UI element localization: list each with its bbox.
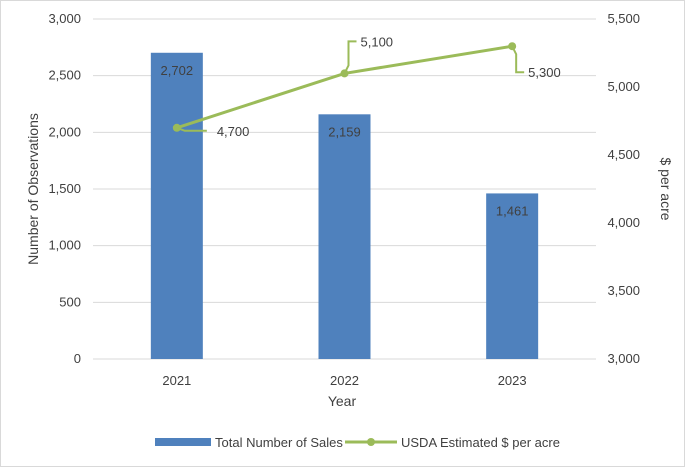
y2-tick-label: 4,500 (607, 147, 640, 162)
x-axis-ticks: 2021 2022 2023 (162, 373, 526, 388)
right-axis-ticks: 3,000 3,500 4,000 4,500 5,000 5,500 (607, 11, 640, 366)
callout-leader (176, 126, 207, 132)
y2-tick-label: 3,000 (607, 351, 640, 366)
bar-series (150, 52, 539, 360)
line-data-label: 5,300 (528, 65, 561, 80)
bar (150, 52, 203, 359)
legend-swatch-bar (155, 438, 211, 446)
legend-label-line: USDA Estimated $ per acre (401, 435, 560, 450)
bar-data-label: 1,461 (496, 203, 529, 218)
legend-swatch-marker (367, 438, 375, 446)
line-data-label: 4,700 (217, 124, 250, 139)
y2-tick-label: 5,500 (607, 11, 640, 26)
y-axis-title: Number of Observations (25, 113, 41, 265)
bar-data-label: 2,702 (161, 63, 194, 78)
y2-axis-title: $ per acre (658, 157, 674, 220)
y-tick-label: 3,000 (48, 11, 81, 26)
y2-tick-label: 3,500 (607, 283, 640, 298)
x-axis-title: Year (328, 393, 357, 409)
data-labels: 2,702 2,159 1,461 4,700 5,100 5,300 (161, 34, 561, 218)
left-axis-ticks: 0 500 1,000 1,500 2,000 2,500 3,000 (48, 11, 81, 366)
line-data-label: 5,100 (361, 34, 394, 49)
y2-tick-label: 4,000 (607, 215, 640, 230)
y-tick-label: 1,000 (48, 238, 81, 253)
bar (318, 114, 371, 360)
y-tick-label: 2,500 (48, 68, 81, 83)
x-tick-label: 2023 (498, 373, 527, 388)
callout-leader (343, 40, 357, 74)
x-tick-label: 2022 (330, 373, 359, 388)
y-tick-label: 2,000 (48, 124, 81, 139)
bar (486, 193, 539, 359)
bar-data-label: 2,159 (328, 124, 361, 139)
legend: Total Number of Sales USDA Estimated $ p… (155, 435, 560, 450)
y-tick-label: 0 (74, 351, 81, 366)
y-tick-label: 500 (59, 294, 81, 309)
legend-label-bar: Total Number of Sales (215, 435, 343, 450)
y-tick-label: 1,500 (48, 181, 81, 196)
line-marker (508, 42, 517, 51)
callout-leader (511, 45, 525, 74)
y2-tick-label: 5,000 (607, 79, 640, 94)
x-tick-label: 2021 (162, 373, 191, 388)
